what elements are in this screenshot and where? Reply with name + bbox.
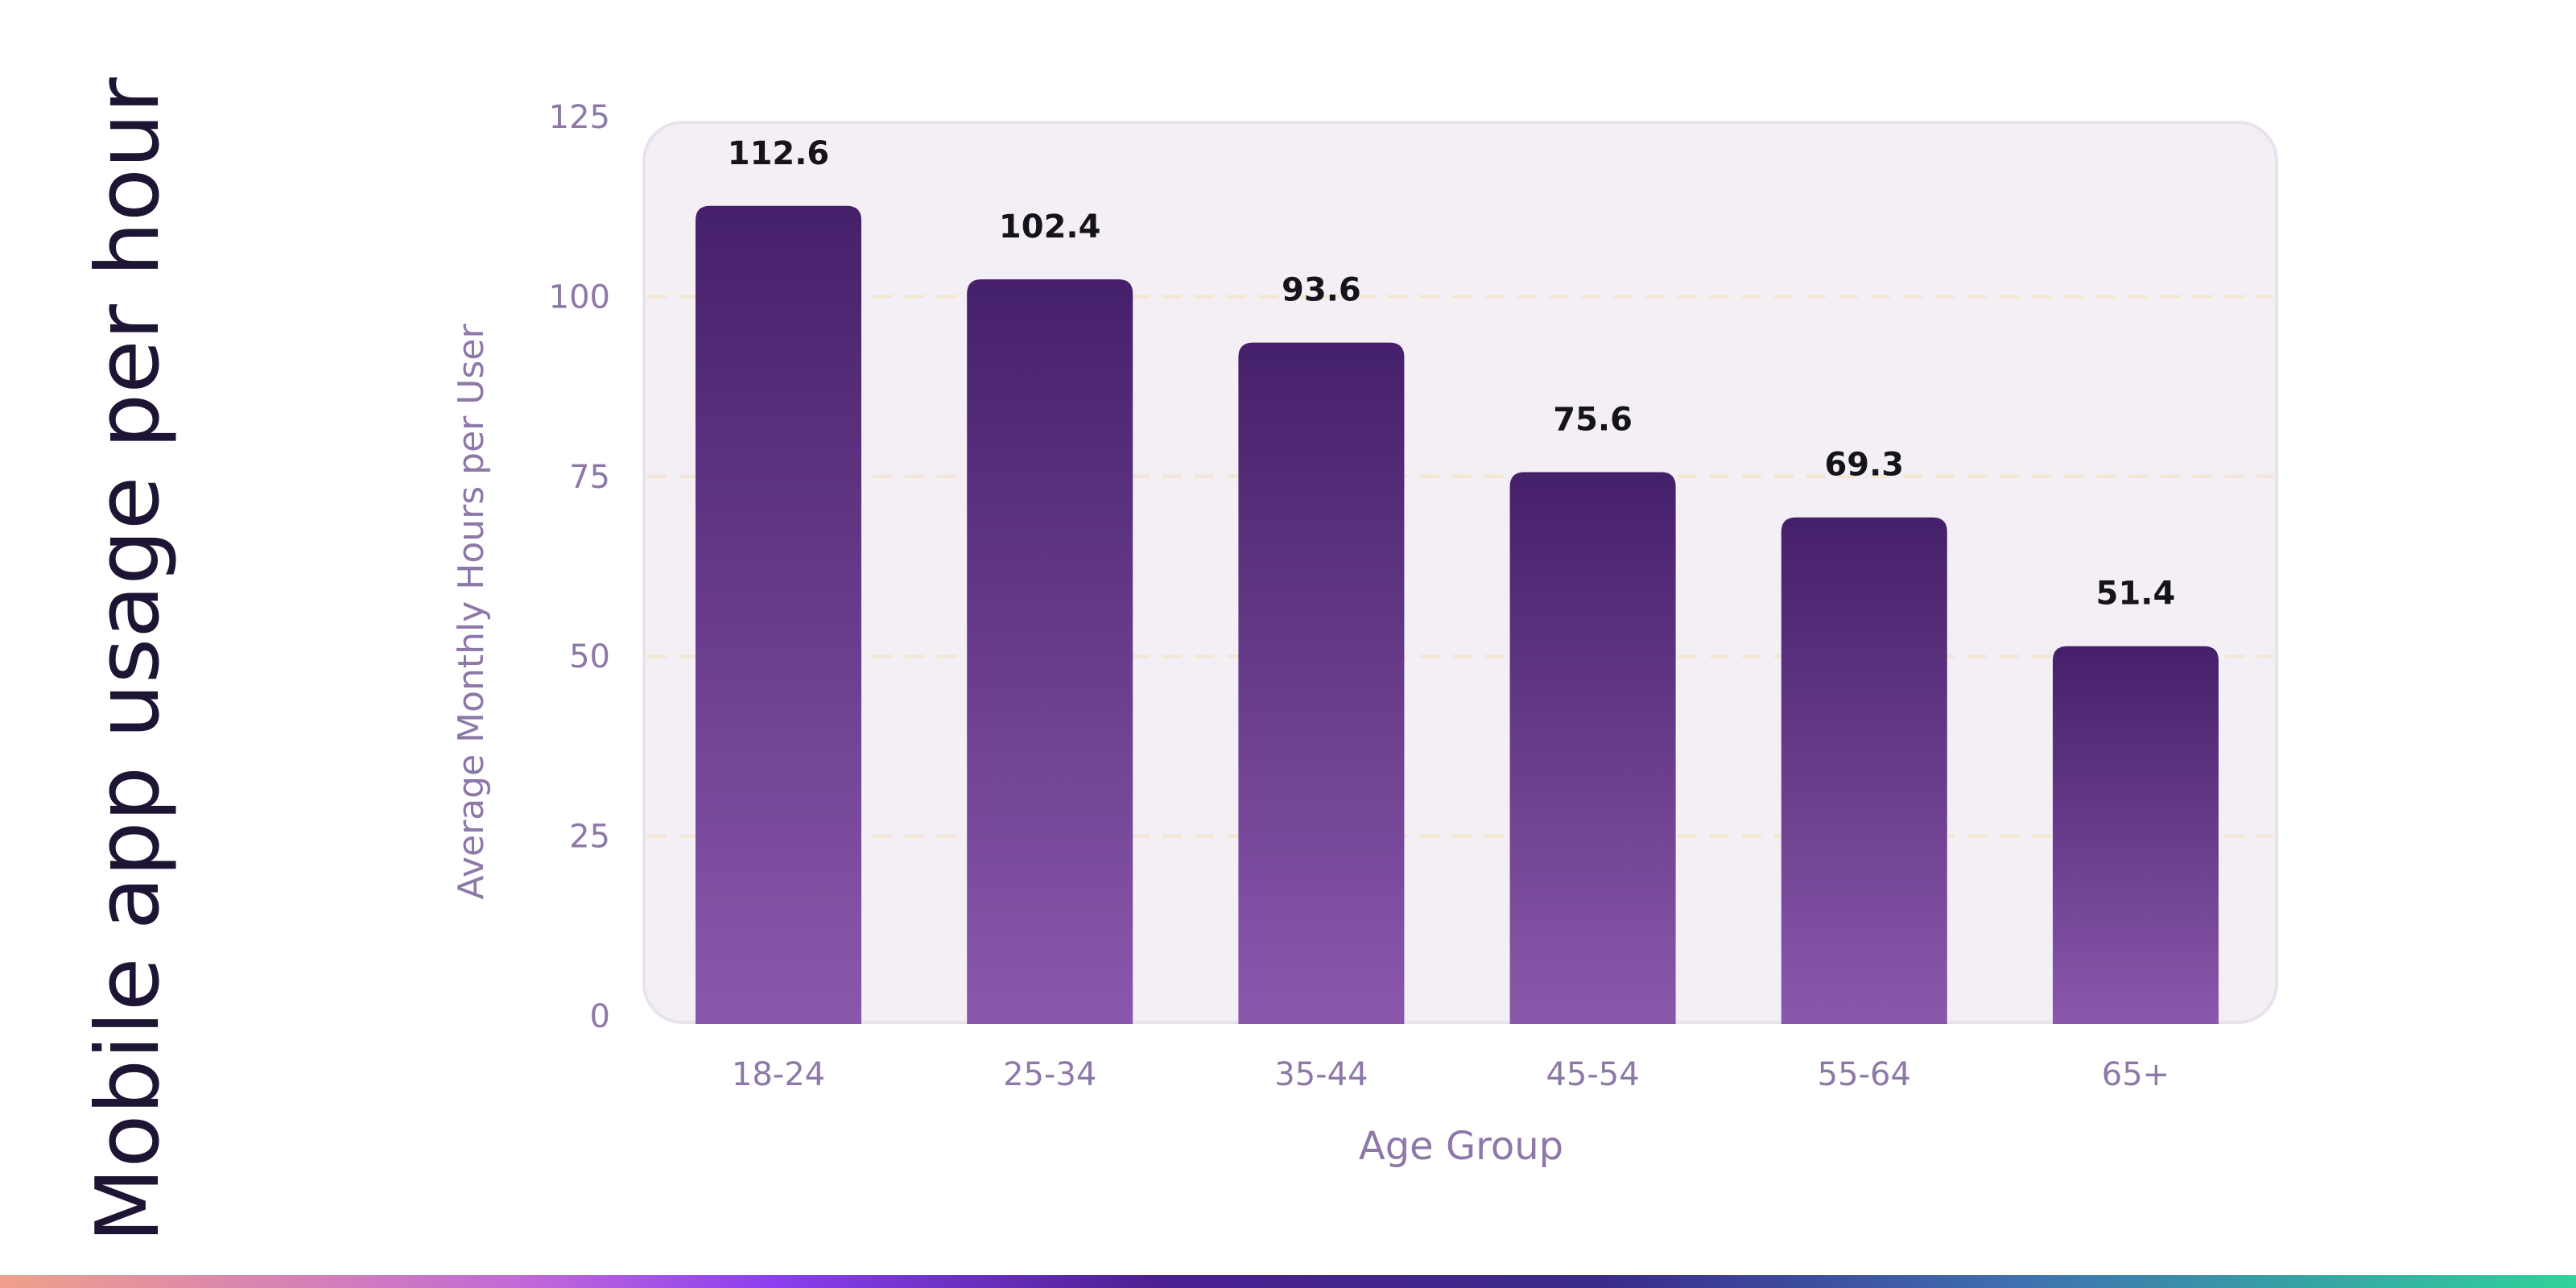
- bar-value-label: 69.3: [1824, 447, 1904, 484]
- y-tick-label: 25: [569, 819, 610, 856]
- bar-value-label: 112.6: [728, 135, 830, 172]
- y-tick-label: 0: [590, 998, 610, 1035]
- bars: [696, 205, 2219, 1024]
- y-axis-ticks: 0 25 50 75 100 125: [549, 99, 610, 1035]
- x-tick-label: 65+: [2102, 1056, 2169, 1093]
- bar-value-label: 51.4: [2096, 576, 2176, 613]
- y-tick-label: 75: [569, 459, 610, 496]
- bottom-gradient-stripe: [0, 1275, 2576, 1288]
- bar-value-label: 75.6: [1553, 401, 1633, 438]
- gridlines: [647, 295, 2273, 838]
- bar: [2053, 646, 2219, 1024]
- bar: [696, 205, 861, 1024]
- bar-value-label: 93.6: [1282, 272, 1361, 309]
- y-tick-label: 100: [549, 279, 610, 316]
- y-tick-label: 50: [569, 638, 610, 675]
- chart-title: Mobile app usage per hour: [78, 77, 179, 1243]
- y-tick-label: 125: [549, 99, 610, 136]
- bar-value-label: 102.4: [999, 208, 1101, 246]
- bar: [1509, 472, 1676, 1024]
- x-tick-label: 55-64: [1818, 1056, 1911, 1093]
- y-axis-label: Average Monthly Hours per User: [451, 324, 492, 900]
- x-axis-label: Age Group: [1359, 1124, 1563, 1169]
- x-tick-label: 35-44: [1274, 1056, 1368, 1093]
- plot-area: [642, 121, 2278, 1024]
- x-tick-label: 45-54: [1546, 1056, 1639, 1093]
- bar: [1238, 342, 1405, 1024]
- x-axis-ticks: 18-24 25-34 35-44 45-54 55-64 65+: [732, 1056, 2169, 1093]
- bar-value-labels: 112.6 102.4 93.6 75.6 69.3 51.4: [728, 135, 2176, 613]
- x-tick-label: 25-34: [1003, 1056, 1096, 1093]
- x-tick-label: 18-24: [732, 1056, 825, 1093]
- bar: [1781, 517, 1947, 1024]
- bar: [967, 279, 1133, 1024]
